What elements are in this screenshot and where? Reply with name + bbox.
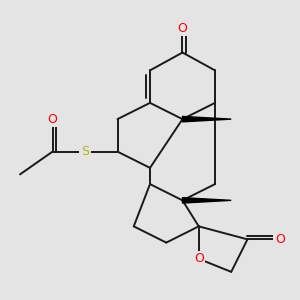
Polygon shape: [182, 198, 231, 203]
Text: O: O: [178, 22, 188, 35]
Text: O: O: [194, 252, 204, 265]
Text: O: O: [48, 112, 58, 126]
Polygon shape: [182, 116, 231, 122]
Text: O: O: [275, 233, 285, 246]
Text: S: S: [81, 145, 89, 158]
